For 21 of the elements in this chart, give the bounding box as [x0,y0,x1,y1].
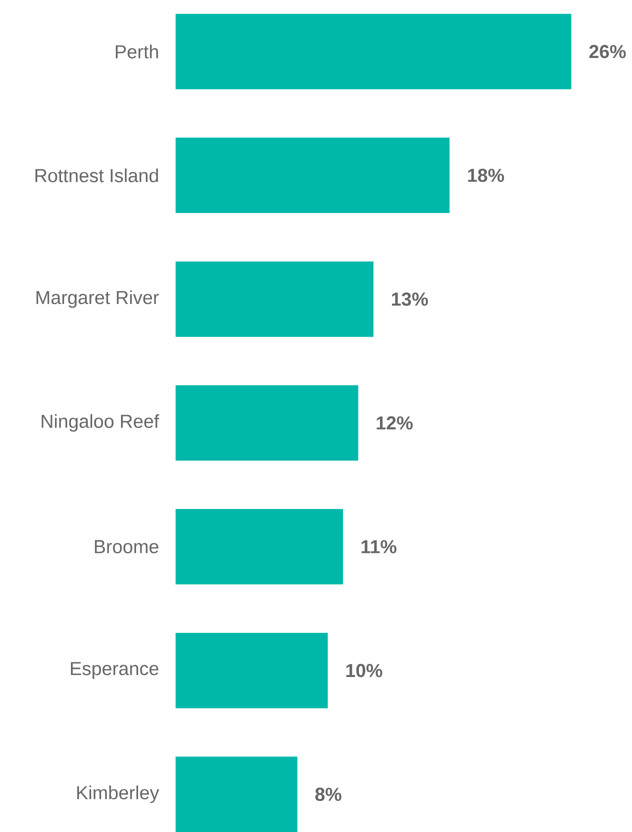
y-tick-label: Ningaloo Reef [42,414,160,432]
data-label: 12% [376,416,413,430]
data-label: 13% [392,292,428,306]
bar [176,14,572,90]
bar [176,385,358,461]
bar [176,261,374,337]
data-label: 11% [362,540,396,554]
data-label: 8% [315,788,342,801]
y-tick-label: Kimberley [77,786,160,804]
bar [176,138,450,214]
bar [176,509,344,584]
data-label: 18% [468,168,504,182]
y-tick-label: Margaret River [36,290,159,308]
y-tick-label: Rottnest Island [36,168,158,182]
y-tick-label: Esperance [71,662,158,679]
bar [176,632,328,708]
y-tick-label: Perth [116,44,158,58]
bar [176,756,298,832]
y-tick-label: Broome [95,540,158,554]
data-label: 10% [346,664,382,678]
data-label: 26% [589,44,626,58]
